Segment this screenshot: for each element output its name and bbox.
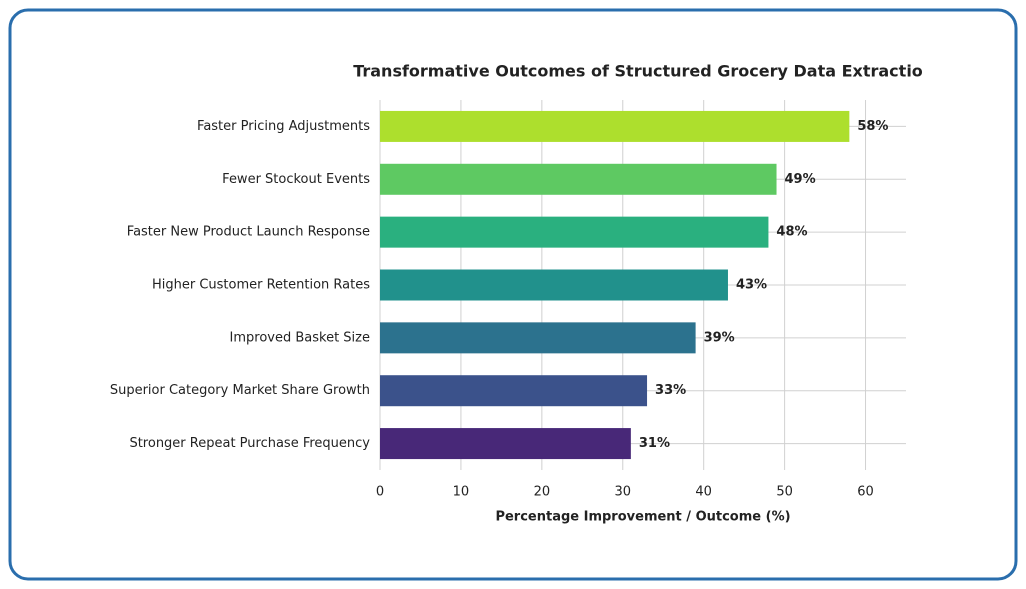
bar [380, 428, 631, 460]
y-tick-label: Faster Pricing Adjustments [197, 119, 370, 134]
y-tick-label: Stronger Repeat Purchase Frequency [129, 436, 370, 451]
value-label: 39% [704, 330, 735, 345]
bar [380, 269, 728, 301]
chart-title: Transformative Outcomes of Structured Gr… [353, 62, 923, 81]
bar [380, 375, 648, 407]
value-label: 48% [776, 225, 807, 240]
bar [380, 216, 769, 248]
bar [380, 322, 696, 354]
x-tick-label: 10 [453, 485, 470, 500]
y-tick-label: Superior Category Market Share Growth [110, 383, 370, 398]
y-tick-label: Faster New Product Launch Response [127, 225, 370, 240]
x-tick-label: 40 [695, 485, 712, 500]
x-tick-label: 0 [376, 485, 384, 500]
value-label: 31% [639, 436, 670, 451]
x-tick-label: 50 [776, 485, 793, 500]
x-tick-label: 60 [857, 485, 874, 500]
y-tick-label: Improved Basket Size [230, 330, 370, 345]
x-tick-label: 30 [614, 485, 631, 500]
value-label: 43% [736, 278, 767, 293]
x-axis-label: Percentage Improvement / Outcome (%) [495, 510, 790, 525]
value-label: 33% [655, 383, 686, 398]
y-tick-label: Higher Customer Retention Rates [152, 278, 370, 293]
y-tick-label: Fewer Stockout Events [222, 172, 370, 187]
value-label: 58% [857, 119, 888, 134]
value-label: 49% [785, 172, 816, 187]
bar [380, 110, 850, 142]
x-tick-label: 20 [534, 485, 551, 500]
bar [380, 163, 777, 195]
